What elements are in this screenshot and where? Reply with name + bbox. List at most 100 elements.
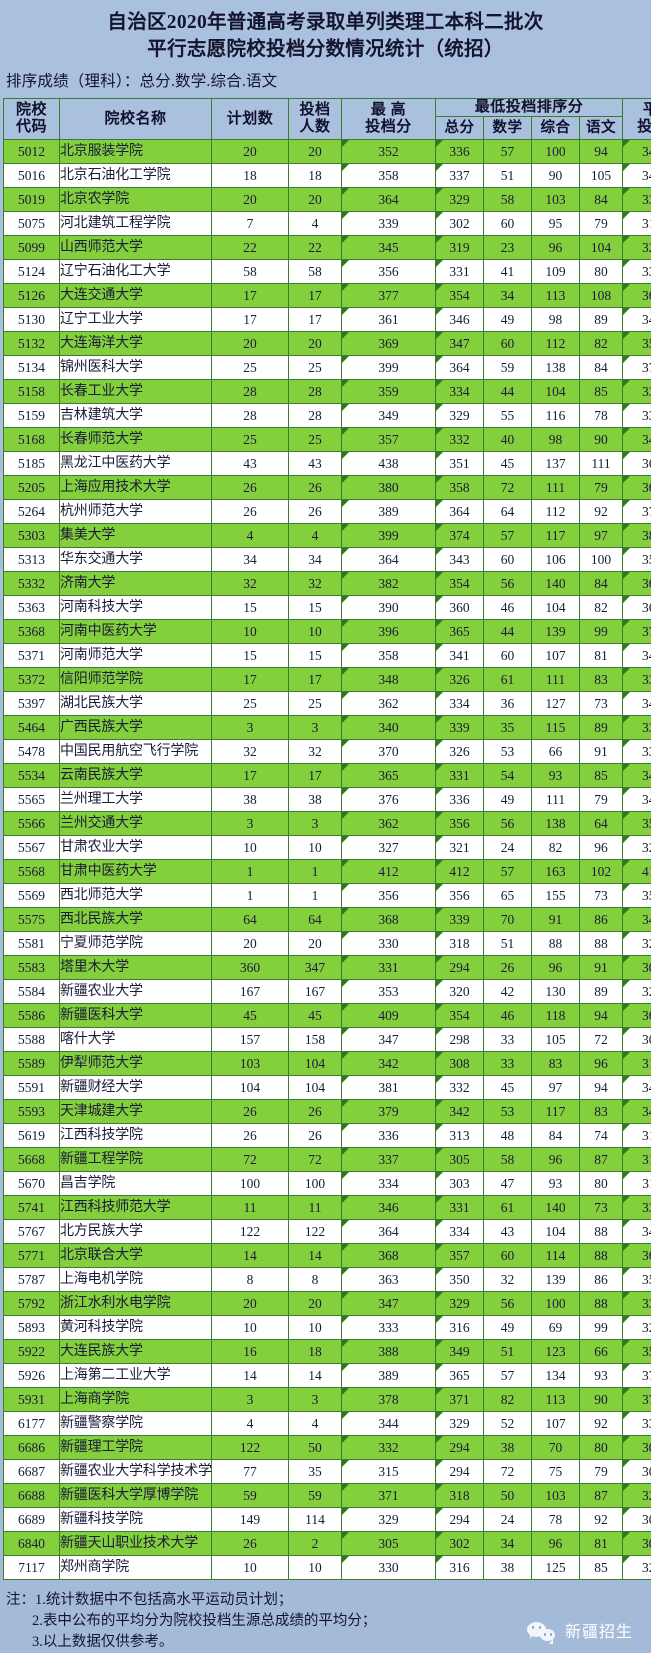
cell-min-comprehensive: 96	[532, 1532, 580, 1556]
cell-school-name: 山西师范大学	[60, 236, 212, 260]
cell-min-chinese: 93	[580, 1364, 623, 1388]
cell-min-chinese: 87	[580, 1148, 623, 1172]
header-filed-count-line-2: 人数	[289, 119, 341, 136]
cell-min-comprehensive: 140	[532, 572, 580, 596]
cell-filed-count: 25	[289, 692, 342, 716]
cell-school-name: 天津城建大学	[60, 1100, 212, 1124]
cell-school-code: 5363	[4, 596, 60, 620]
cell-min-chinese: 85	[580, 380, 623, 404]
cell-plan-count: 103	[212, 1052, 289, 1076]
cell-highest-score: 356	[342, 884, 436, 908]
cell-average-score: 358.67	[623, 1340, 651, 1364]
cell-highest-score: 359	[342, 380, 436, 404]
cell-min-math: 36	[484, 692, 532, 716]
cell-filed-count: 11	[289, 1196, 342, 1220]
cell-plan-count: 8	[212, 1268, 289, 1292]
cell-average-score: 333.93	[623, 404, 651, 428]
cell-highest-score: 358	[342, 164, 436, 188]
cell-min-chinese: 91	[580, 740, 623, 764]
cell-min-chinese: 84	[580, 188, 623, 212]
cell-min-math: 64	[484, 500, 532, 524]
cell-min-math: 49	[484, 1316, 532, 1340]
cell-min-total: 302	[436, 212, 484, 236]
cell-min-comprehensive: 70	[532, 1436, 580, 1460]
cell-school-code: 5205	[4, 476, 60, 500]
cell-school-code: 5568	[4, 860, 60, 884]
cell-average-score: 341.00	[623, 428, 651, 452]
cell-filed-count: 43	[289, 452, 342, 476]
cell-average-score: 338.02	[623, 260, 651, 284]
cell-min-comprehensive: 138	[532, 812, 580, 836]
cell-highest-score: 382	[342, 572, 436, 596]
cell-plan-count: 4	[212, 524, 289, 548]
cell-min-chinese: 96	[580, 836, 623, 860]
cell-school-code: 5593	[4, 1100, 60, 1124]
cell-min-math: 65	[484, 884, 532, 908]
cell-school-code: 5332	[4, 572, 60, 596]
cell-plan-count: 3	[212, 716, 289, 740]
cell-highest-score: 380	[342, 476, 436, 500]
header-school-name: 院校名称	[60, 99, 212, 140]
footer-note-1-wrap: 注：1.统计数据中不包括高水平运动员计划；	[6, 1590, 651, 1611]
cell-min-total: 412	[436, 860, 484, 884]
cell-plan-count: 22	[212, 236, 289, 260]
cell-filed-count: 3	[289, 1388, 342, 1412]
table-body: 5012北京服装学院20203523365710094342.305016北京石…	[4, 140, 651, 1580]
header-min-ranking-group: 最低投档排序分	[436, 99, 623, 117]
cell-min-comprehensive: 75	[532, 1460, 580, 1484]
cell-school-code: 5397	[4, 692, 60, 716]
cell-min-math: 57	[484, 1364, 532, 1388]
cell-min-math: 53	[484, 1100, 532, 1124]
cell-average-score: 322.10	[623, 932, 651, 956]
cell-plan-count: 10	[212, 836, 289, 860]
cell-filed-count: 15	[289, 644, 342, 668]
cell-min-total: 365	[436, 1364, 484, 1388]
cell-min-total: 332	[436, 1076, 484, 1100]
cell-average-score: 334.20	[623, 1292, 651, 1316]
table-row: 5566兰州交通大学333623565613864359.00	[4, 812, 651, 836]
cell-min-comprehensive: 130	[532, 980, 580, 1004]
table-row: 5159吉林建筑大学28283493295511678333.93	[4, 404, 651, 428]
cell-school-name: 甘肃中医药大学	[60, 860, 212, 884]
cell-min-math: 58	[484, 188, 532, 212]
wechat-tail-large	[530, 1634, 534, 1639]
cell-min-chinese: 94	[580, 140, 623, 164]
cell-plan-count: 25	[212, 692, 289, 716]
table-row: 6687新疆农业大学科学技术学院7735315294727579302.37	[4, 1460, 651, 1484]
wechat-icon	[527, 1622, 557, 1643]
cell-min-total: 342	[436, 1100, 484, 1124]
cell-school-name: 中国民用航空飞行学院	[60, 740, 212, 764]
cell-average-score: 350.15	[623, 548, 651, 572]
cell-min-math: 42	[484, 980, 532, 1004]
table-row: 5099山西师范大学22223453192396104327.50	[4, 236, 651, 260]
cell-min-comprehensive: 111	[532, 788, 580, 812]
cell-plan-count: 14	[212, 1364, 289, 1388]
table-row: 6689新疆科技学院149114329294247892302.97	[4, 1508, 651, 1532]
cell-school-code: 5313	[4, 548, 60, 572]
cell-plan-count: 20	[212, 140, 289, 164]
table-row: 5586新疆医科大学45454093544611894362.42	[4, 1004, 651, 1028]
cell-school-name: 新疆财经大学	[60, 1076, 212, 1100]
cell-plan-count: 10	[212, 1556, 289, 1580]
cell-min-comprehensive: 163	[532, 860, 580, 884]
footer-label: 注：	[6, 1592, 35, 1608]
cell-school-name: 上海电机学院	[60, 1268, 212, 1292]
cell-average-score: 344.24	[623, 764, 651, 788]
ranking-criteria-note: 排序成绩（理科）：总分.数学.综合.语文	[0, 65, 651, 98]
cell-plan-count: 3	[212, 1388, 289, 1412]
cell-filed-count: 10	[289, 1316, 342, 1340]
cell-min-chinese: 92	[580, 1508, 623, 1532]
table-header: 院校 代码 院校名称 计划数 投档 人数 最 高 投档分 最低投档排序分 平 均…	[4, 99, 651, 140]
cell-min-chinese: 83	[580, 668, 623, 692]
cell-plan-count: 10	[212, 620, 289, 644]
cell-school-name: 北京农学院	[60, 188, 212, 212]
cell-filed-count: 45	[289, 1004, 342, 1028]
cell-min-math: 54	[484, 764, 532, 788]
cell-plan-count: 149	[212, 1508, 289, 1532]
header-min-chinese: 语文	[580, 117, 623, 140]
cell-school-name: 吉林建筑大学	[60, 404, 212, 428]
cell-min-math: 50	[484, 1484, 532, 1508]
table-row: 5478中国民用航空飞行学院3232370326536691336.66	[4, 740, 651, 764]
cell-plan-count: 157	[212, 1028, 289, 1052]
table-row: 5771北京联合大学14143683576011488361.43	[4, 1244, 651, 1268]
